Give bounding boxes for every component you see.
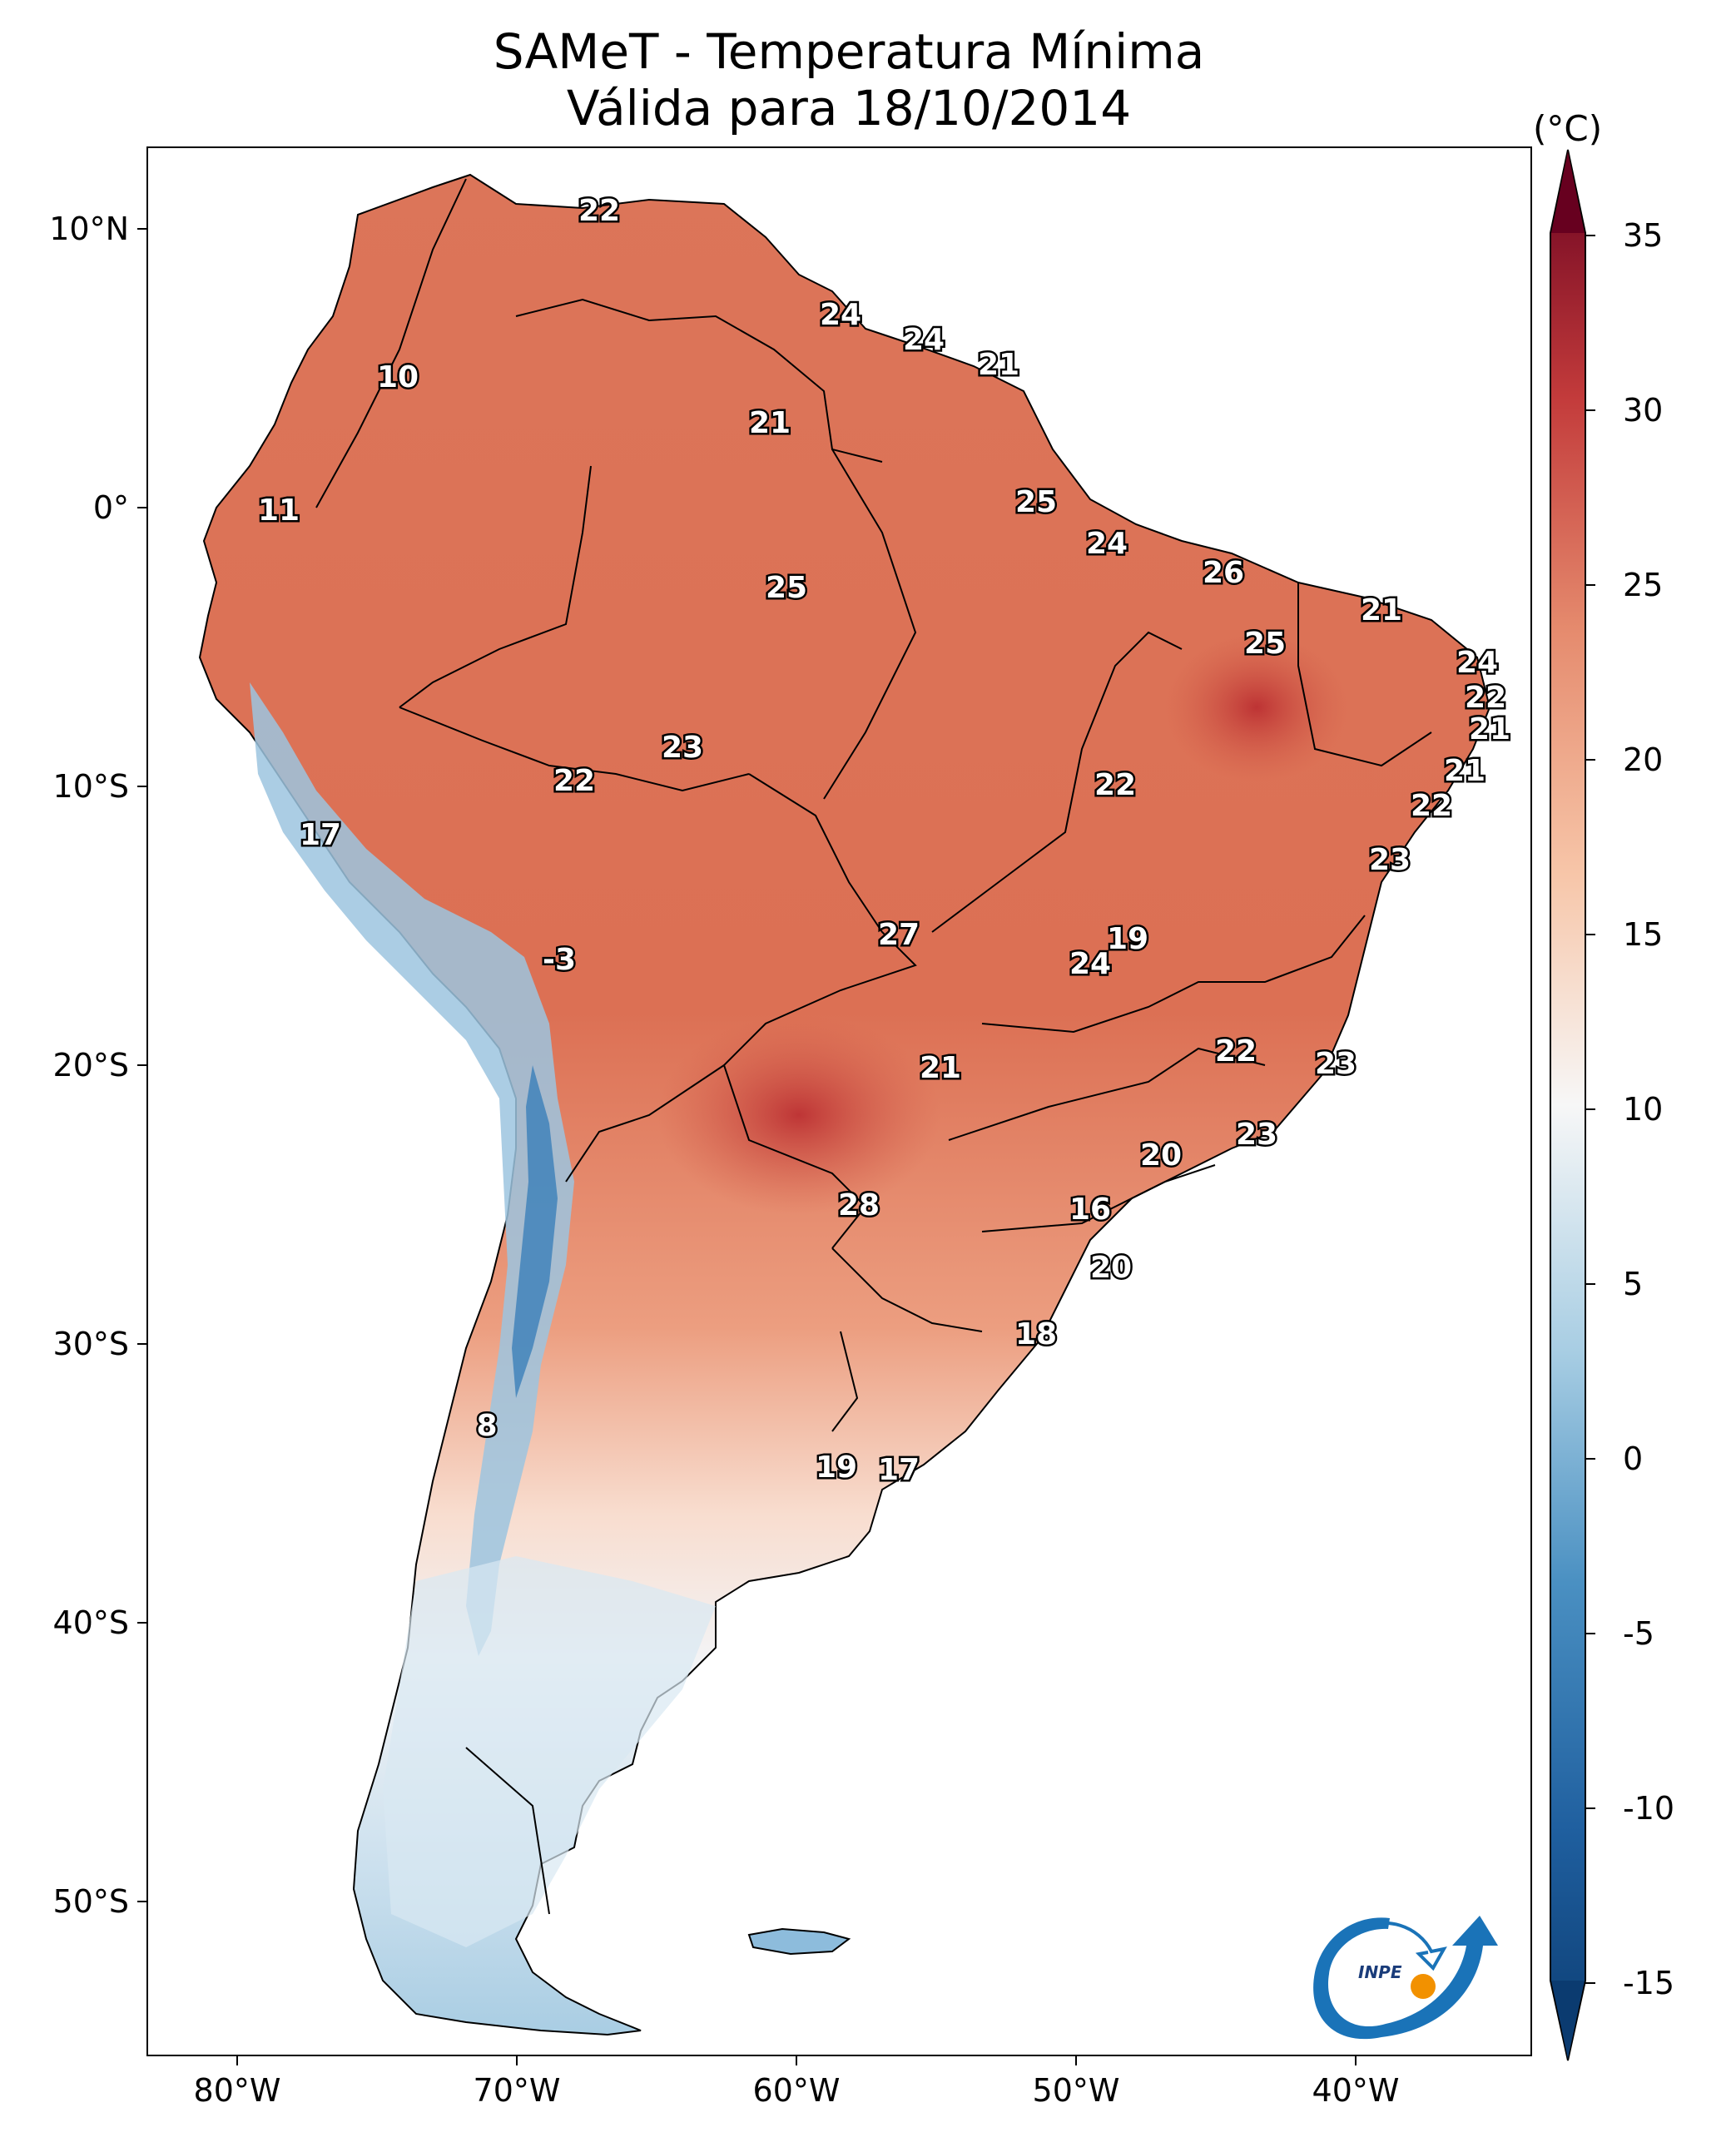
andes-cold-band	[250, 682, 574, 1656]
colorbar-tick-label: 15	[1623, 916, 1663, 953]
colorbar-bar	[1550, 149, 1586, 2061]
lon-label-60w: 60°W	[753, 2072, 841, 2109]
map-frame	[146, 146, 1532, 2056]
longitude-labels: 80°W 70°W 60°W 50°W 40°W	[194, 2072, 1400, 2109]
station-label: 18	[1015, 1317, 1057, 1351]
station-label: 22	[1465, 681, 1506, 715]
latitude-labels: 10°N 0° 10°S 20°S 30°S 40°S 50°S	[49, 211, 129, 1920]
station-label: 24	[1069, 947, 1111, 981]
latitude-ticks	[137, 228, 147, 1902]
colorbar-tick-label: 35	[1623, 217, 1663, 254]
country-borders	[315, 178, 1432, 1915]
lat-label-10s: 10°S	[53, 768, 129, 805]
lat-label-40s: 40°S	[53, 1604, 129, 1641]
lat-label-10n: 10°N	[49, 211, 129, 247]
paraguay-hot-spot	[657, 1015, 940, 1215]
station-labels: 22 24 24 21 10 21 11 25 25 24 26 21 25 2…	[255, 192, 1512, 1490]
station-label: 16	[1069, 1193, 1111, 1227]
colorbar-tick-labels: 35 30 25 20 15 10 5 0 -5 -10 -15	[1623, 217, 1674, 2001]
longitude-ticks	[236, 2055, 1357, 2065]
station-label: 21	[920, 1051, 961, 1085]
station-label: 21	[1361, 593, 1402, 627]
station-label: 23	[662, 731, 703, 765]
station-label: 24	[820, 298, 861, 332]
colorbar-top-extension	[1551, 151, 1585, 233]
station-label: 17	[300, 818, 341, 852]
station-label: 23	[1369, 843, 1411, 877]
colorbar: 35 30 25 20 15 10 5 0 -5 -10 -15	[1550, 149, 1674, 2061]
colorbar-tick-label: 5	[1623, 1266, 1643, 1302]
map-title: SAMeT - Temperatura Mínima Válida para 1…	[141, 23, 1556, 136]
colorbar-bottom-extension	[1551, 1981, 1585, 2059]
station-label: 24	[1086, 527, 1128, 561]
station-label: 21	[978, 348, 1019, 382]
lat-label-50s: 50°S	[53, 1883, 129, 1920]
station-label: -3	[543, 943, 576, 977]
colorbar-tick-label: 10	[1623, 1091, 1663, 1128]
station-label: 22	[1215, 1034, 1257, 1069]
lat-label-30s: 30°S	[53, 1326, 129, 1362]
station-label: 10	[377, 360, 419, 394]
inpe-logo-swoosh-icon	[1313, 1916, 1498, 2040]
station-label: 20	[1140, 1138, 1182, 1173]
colorbar-tick-label: -5	[1623, 1615, 1654, 1652]
colorbar-tick-label: 20	[1623, 741, 1663, 778]
falkland-islands	[747, 1927, 851, 1956]
colorbar-unit-label: (°C)	[1533, 108, 1603, 149]
colorbar-ticks	[1585, 235, 1595, 1984]
colorbar-tick-label: 25	[1623, 567, 1663, 603]
station-label: 19	[816, 1450, 857, 1485]
lat-label-0: 0°	[93, 489, 129, 526]
inpe-logo-arc-icon	[1356, 1921, 1447, 1971]
map-title-line2: Válida para 18/10/2014	[566, 80, 1132, 136]
station-label: 24	[1456, 646, 1498, 680]
inpe-logo-text: INPE	[1358, 1962, 1402, 1982]
map-title-line1: SAMeT - Temperatura Mínima	[493, 23, 1205, 80]
station-label: 19	[1107, 922, 1148, 956]
station-label: 23	[1315, 1047, 1357, 1081]
colorbar-tick-label: 30	[1623, 392, 1663, 429]
station-label: 8	[476, 1409, 497, 1443]
station-label: 21	[1469, 712, 1510, 746]
station-label: 17	[878, 1453, 920, 1487]
station-label: 25	[1015, 485, 1057, 519]
station-label: 28	[838, 1188, 880, 1222]
patagonia-cool-region	[383, 1556, 716, 1947]
station-label: 27	[878, 918, 920, 952]
northeast-hot-spot	[1165, 632, 1348, 782]
lon-label-80w: 80°W	[194, 2072, 281, 2109]
andes-coldest-core	[512, 1065, 558, 1398]
lon-label-50w: 50°W	[1033, 2072, 1120, 2109]
station-label: 25	[1244, 627, 1286, 661]
station-label: 22	[553, 764, 595, 798]
colorbar-tick-label: -10	[1623, 1790, 1674, 1827]
station-label: 21	[749, 406, 791, 440]
station-label: 11	[258, 493, 300, 528]
station-label: 22	[1411, 789, 1452, 823]
map-land-layer	[198, 173, 1491, 2036]
station-label: 22	[578, 194, 620, 228]
station-label: 25	[766, 571, 807, 605]
lon-label-40w: 40°W	[1312, 2072, 1400, 2109]
colorbar-tick-label: -15	[1623, 1965, 1674, 2001]
station-label: 22	[1094, 768, 1136, 802]
station-label: 23	[1236, 1118, 1277, 1152]
station-label: 26	[1203, 556, 1244, 590]
station-label: 21	[1444, 754, 1486, 788]
lat-label-20s: 20°S	[53, 1047, 129, 1083]
inpe-logo: INPE	[1313, 1916, 1498, 2040]
station-label: 24	[903, 323, 945, 357]
lon-label-70w: 70°W	[474, 2072, 561, 2109]
station-label: 20	[1090, 1251, 1132, 1285]
inpe-logo-orange-dot-icon	[1411, 1974, 1436, 1999]
colorbar-tick-label: 0	[1623, 1440, 1643, 1477]
